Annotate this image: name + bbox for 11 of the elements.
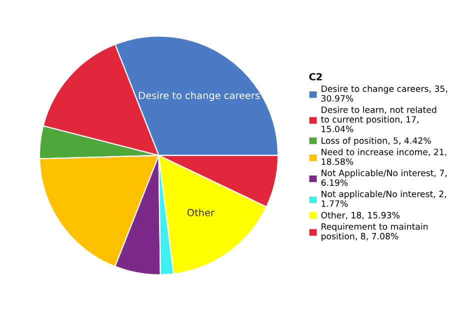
legend-label: Not applicable/No interest, 2, 1.77% xyxy=(322,190,446,207)
legend-title: C2 xyxy=(309,73,322,80)
legend-label: Loss of position, 5, 4.42% xyxy=(322,137,431,146)
legend-label: Desire to change careers, 35, 30.97% xyxy=(321,85,448,102)
text: Other xyxy=(187,208,215,216)
legend-label: Desire to learn, not related to current position, 17, 15.04% xyxy=(321,106,436,132)
legend-label: Not Applicable/No interest, 7, 6.19% xyxy=(321,170,447,186)
legend-label: Other, 18, 15.93% xyxy=(321,212,400,220)
legend-label: Requirement to maintain position, 8, 7.08% xyxy=(322,223,428,242)
legend-label: Need to increase income, 21, 18.58% xyxy=(322,148,446,165)
text: Desire to change careers xyxy=(139,92,260,101)
